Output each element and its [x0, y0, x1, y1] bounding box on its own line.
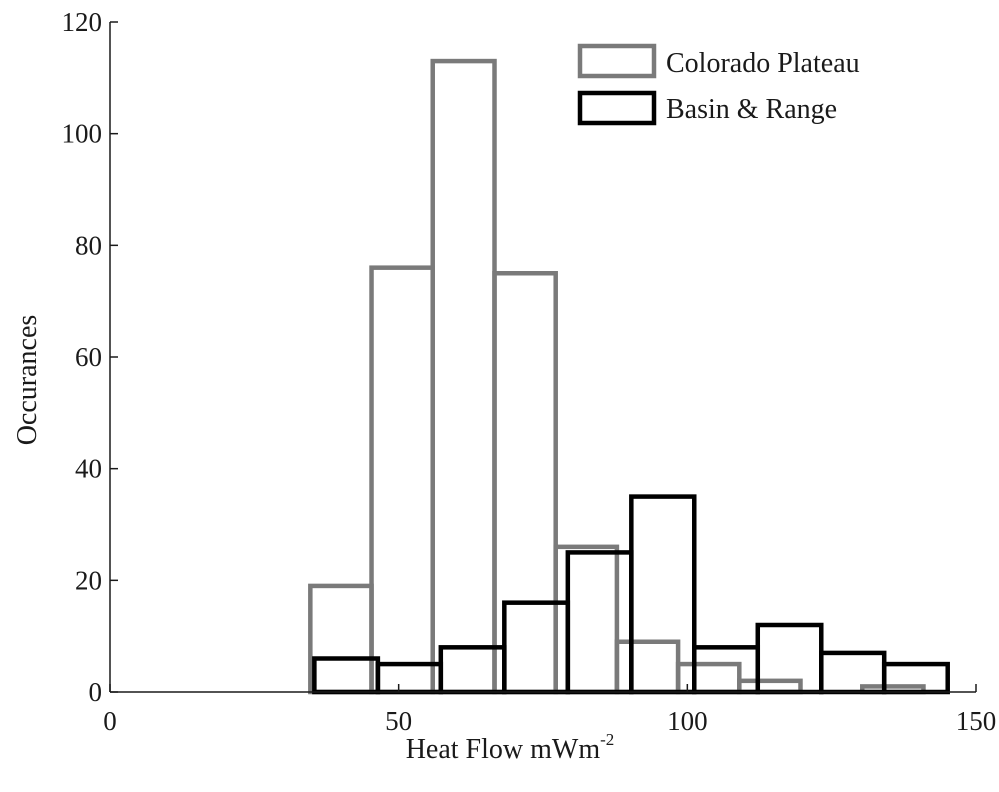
- colorado-plateau-bar: [614, 639, 681, 695]
- colorado-plateau-bar: [308, 583, 374, 695]
- y-tick-label: 20: [75, 565, 102, 595]
- y-axis-label: Occurances: [12, 315, 43, 446]
- y-tick-label: 60: [75, 342, 102, 372]
- x-axis-ticks: 0 50 100 150: [103, 684, 996, 736]
- basin-and-range-bar: [692, 645, 761, 695]
- y-tick-label: 0: [89, 677, 103, 707]
- series-colorado-plateau: [308, 58, 926, 695]
- x-tick-label: 150: [956, 706, 997, 736]
- x-tick-label: 50: [385, 706, 412, 736]
- axes: 0 20 40 60 80 100 120 0 50 100 150: [62, 7, 997, 736]
- legend-label-basin-and-range: Basin & Range: [666, 94, 837, 125]
- colorado-plateau-bar: [553, 544, 620, 695]
- plot-area: [308, 58, 950, 695]
- legend-label-colorado-plateau: Colorado Plateau: [666, 48, 860, 79]
- basin-and-range-bar: [502, 600, 571, 695]
- series-basin-and-range: [312, 494, 950, 695]
- x-tick-label: 0: [103, 706, 117, 736]
- basin-and-range-bar: [312, 656, 381, 695]
- y-tick-label: 80: [75, 230, 102, 260]
- colorado-plateau-bar: [369, 265, 435, 695]
- colorado-plateau-bar: [430, 58, 497, 695]
- legend-swatch-basin-and-range: [577, 90, 657, 126]
- y-tick-label: 40: [75, 454, 102, 484]
- x-tick-label: 100: [667, 706, 708, 736]
- x-axis-label-main: Heat Flow mWm: [406, 734, 601, 765]
- basin-and-range-bar: [565, 550, 634, 695]
- x-axis-label: Heat Flow mWm-2: [406, 730, 615, 765]
- legend-swatch-colorado-plateau: [577, 43, 657, 79]
- y-tick-label: 120: [62, 7, 103, 37]
- legend: Colorado Plateau Basin & Range: [577, 43, 860, 126]
- y-axis-ticks: 0 20 40 60 80 100 120: [62, 7, 118, 707]
- y-tick-label: 100: [62, 119, 103, 149]
- x-axis-label-exponent: -2: [600, 730, 614, 749]
